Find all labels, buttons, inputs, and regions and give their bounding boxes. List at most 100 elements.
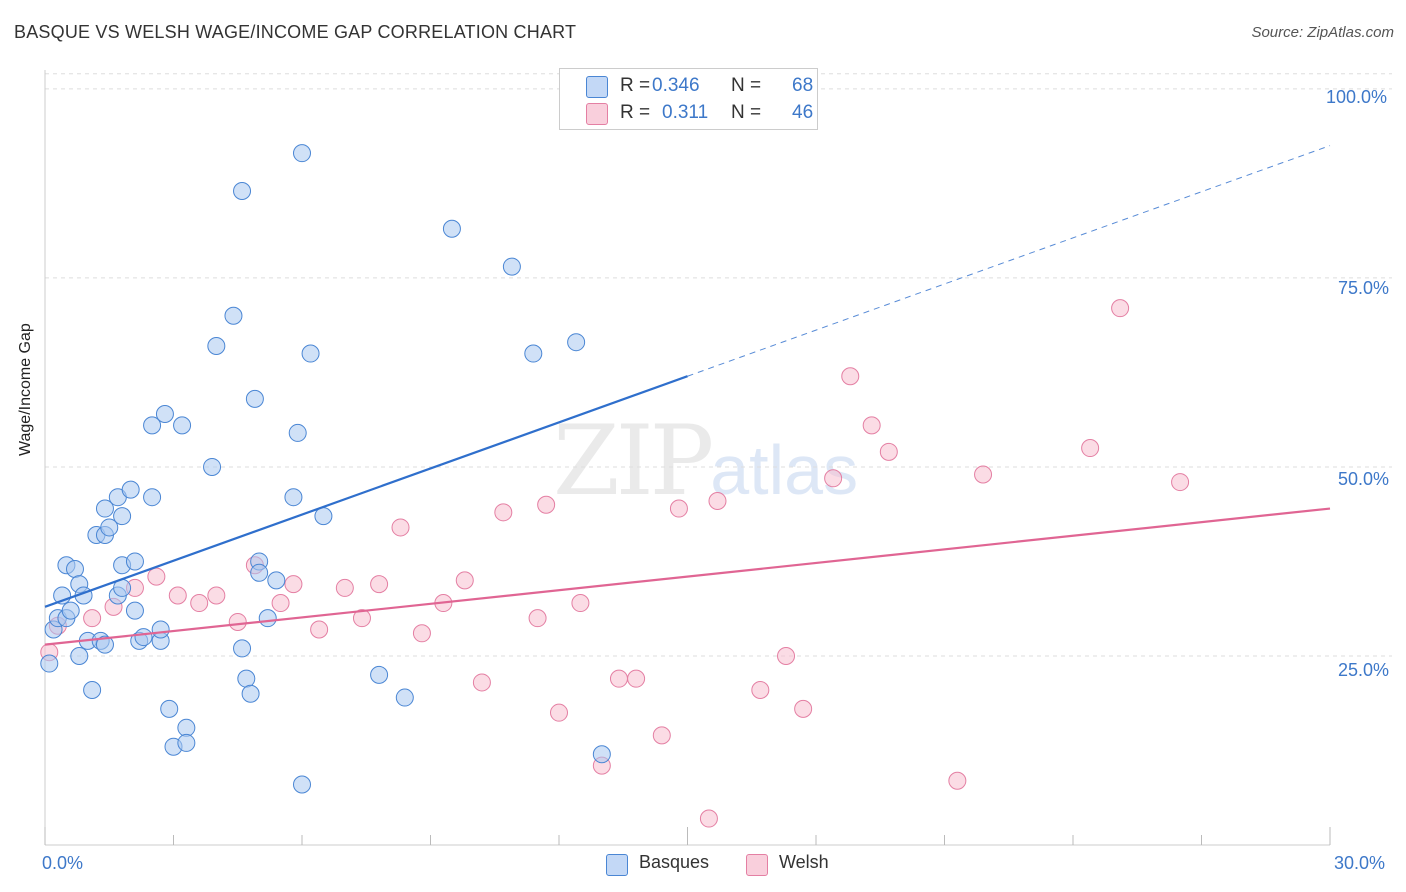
basques-swatch: [606, 854, 628, 876]
welsh-series: [40, 299, 1190, 828]
basques-point: [61, 601, 80, 620]
welsh-point: [1111, 299, 1130, 318]
n-label: N =: [731, 75, 762, 96]
welsh-point: [862, 416, 881, 435]
y-tick-50: 50.0%: [1338, 469, 1390, 489]
n-value: 68: [792, 75, 814, 96]
welsh-point: [391, 518, 410, 537]
welsh-point: [537, 495, 556, 514]
basques-series: [40, 144, 611, 794]
welsh-trend-line: [44, 507, 1331, 646]
welsh-point: [494, 503, 513, 522]
welsh-point: [455, 571, 474, 590]
basques-point: [160, 699, 179, 718]
basques-point: [258, 609, 277, 628]
basques-point: [143, 416, 162, 435]
y-tick-75: 75.0%: [1338, 278, 1390, 298]
basques-point: [95, 499, 114, 518]
x-tick-min: 0.0%: [42, 853, 84, 873]
n-label: N =: [731, 102, 762, 123]
basques-point: [113, 507, 132, 526]
y-axis-label: Wage/Income Gap: [17, 323, 34, 456]
basques-point: [524, 344, 543, 363]
basques-point: [233, 639, 252, 658]
basques-point: [592, 745, 611, 764]
x-tick-max: 30.0%: [1334, 853, 1386, 873]
basques-point: [233, 181, 252, 200]
basques-point: [40, 654, 59, 673]
basques-point: [65, 560, 84, 579]
welsh-point: [948, 771, 967, 790]
welsh-point: [974, 465, 993, 484]
basques-swatch: [586, 76, 608, 98]
axes: [44, 70, 1331, 846]
welsh-point: [528, 609, 547, 628]
r-label: R =: [620, 75, 651, 96]
welsh-point: [609, 669, 628, 688]
trend-lines: [44, 145, 1331, 646]
basques-point: [395, 688, 414, 707]
basques-point: [241, 684, 260, 703]
basques-point: [83, 681, 102, 699]
welsh-point: [550, 703, 568, 722]
basques-point: [288, 423, 307, 442]
basques-point: [245, 389, 264, 408]
welsh-point: [335, 578, 354, 597]
basques-point: [177, 733, 196, 752]
basques-point: [177, 718, 196, 737]
welsh-point: [472, 673, 491, 692]
basques-point: [267, 571, 286, 590]
basques-point: [100, 518, 119, 537]
welsh-point: [370, 575, 389, 594]
basques-point: [442, 219, 461, 238]
welsh-point: [708, 491, 727, 510]
basques-point: [301, 344, 320, 363]
r-value: 0.346: [652, 75, 700, 96]
basques-trend-extension: [687, 145, 1331, 377]
basques-trend-line: [44, 375, 688, 608]
welsh-point: [1171, 473, 1190, 492]
welsh-swatch: [586, 103, 608, 125]
y-tick-25: 25.0%: [1338, 660, 1390, 680]
welsh-point: [571, 594, 590, 613]
basques-point: [207, 336, 226, 355]
welsh-point: [879, 442, 898, 461]
basques-point: [293, 144, 311, 163]
r-value: 0.311: [662, 102, 709, 123]
chart-title: BASQUE VS WELSH WAGE/INCOME GAP CORRELAT…: [14, 22, 577, 42]
legend-label-welsh: Welsh: [779, 852, 829, 872]
basques-point: [134, 628, 153, 647]
welsh-point: [207, 586, 226, 605]
basques-point: [155, 405, 174, 424]
welsh-point: [777, 646, 796, 665]
welsh-point: [284, 575, 303, 594]
welsh-swatch: [746, 854, 768, 876]
basques-point: [567, 333, 586, 352]
welsh-point: [794, 699, 813, 718]
welsh-point: [627, 669, 646, 688]
basques-point: [224, 306, 243, 325]
basques-point: [293, 775, 311, 794]
basques-point: [284, 488, 303, 507]
welsh-point: [824, 469, 843, 488]
y-tick-100: 100.0%: [1326, 87, 1388, 107]
basques-point: [121, 480, 140, 499]
r-label: R =: [620, 102, 651, 123]
welsh-point: [147, 567, 166, 586]
basques-point: [125, 552, 144, 571]
basques-point: [95, 635, 114, 654]
welsh-point: [669, 499, 688, 518]
welsh-point: [751, 681, 770, 699]
welsh-point: [699, 809, 718, 828]
basques-point: [125, 601, 144, 620]
welsh-point: [652, 726, 671, 745]
welsh-point: [1081, 439, 1100, 458]
source-label: Source: ZipAtlas.com: [1251, 24, 1394, 41]
welsh-point: [83, 609, 102, 628]
basques-point: [203, 457, 222, 476]
basques-point: [173, 416, 192, 435]
welsh-point: [841, 367, 860, 386]
basques-point: [151, 620, 170, 639]
welsh-point: [271, 594, 290, 613]
